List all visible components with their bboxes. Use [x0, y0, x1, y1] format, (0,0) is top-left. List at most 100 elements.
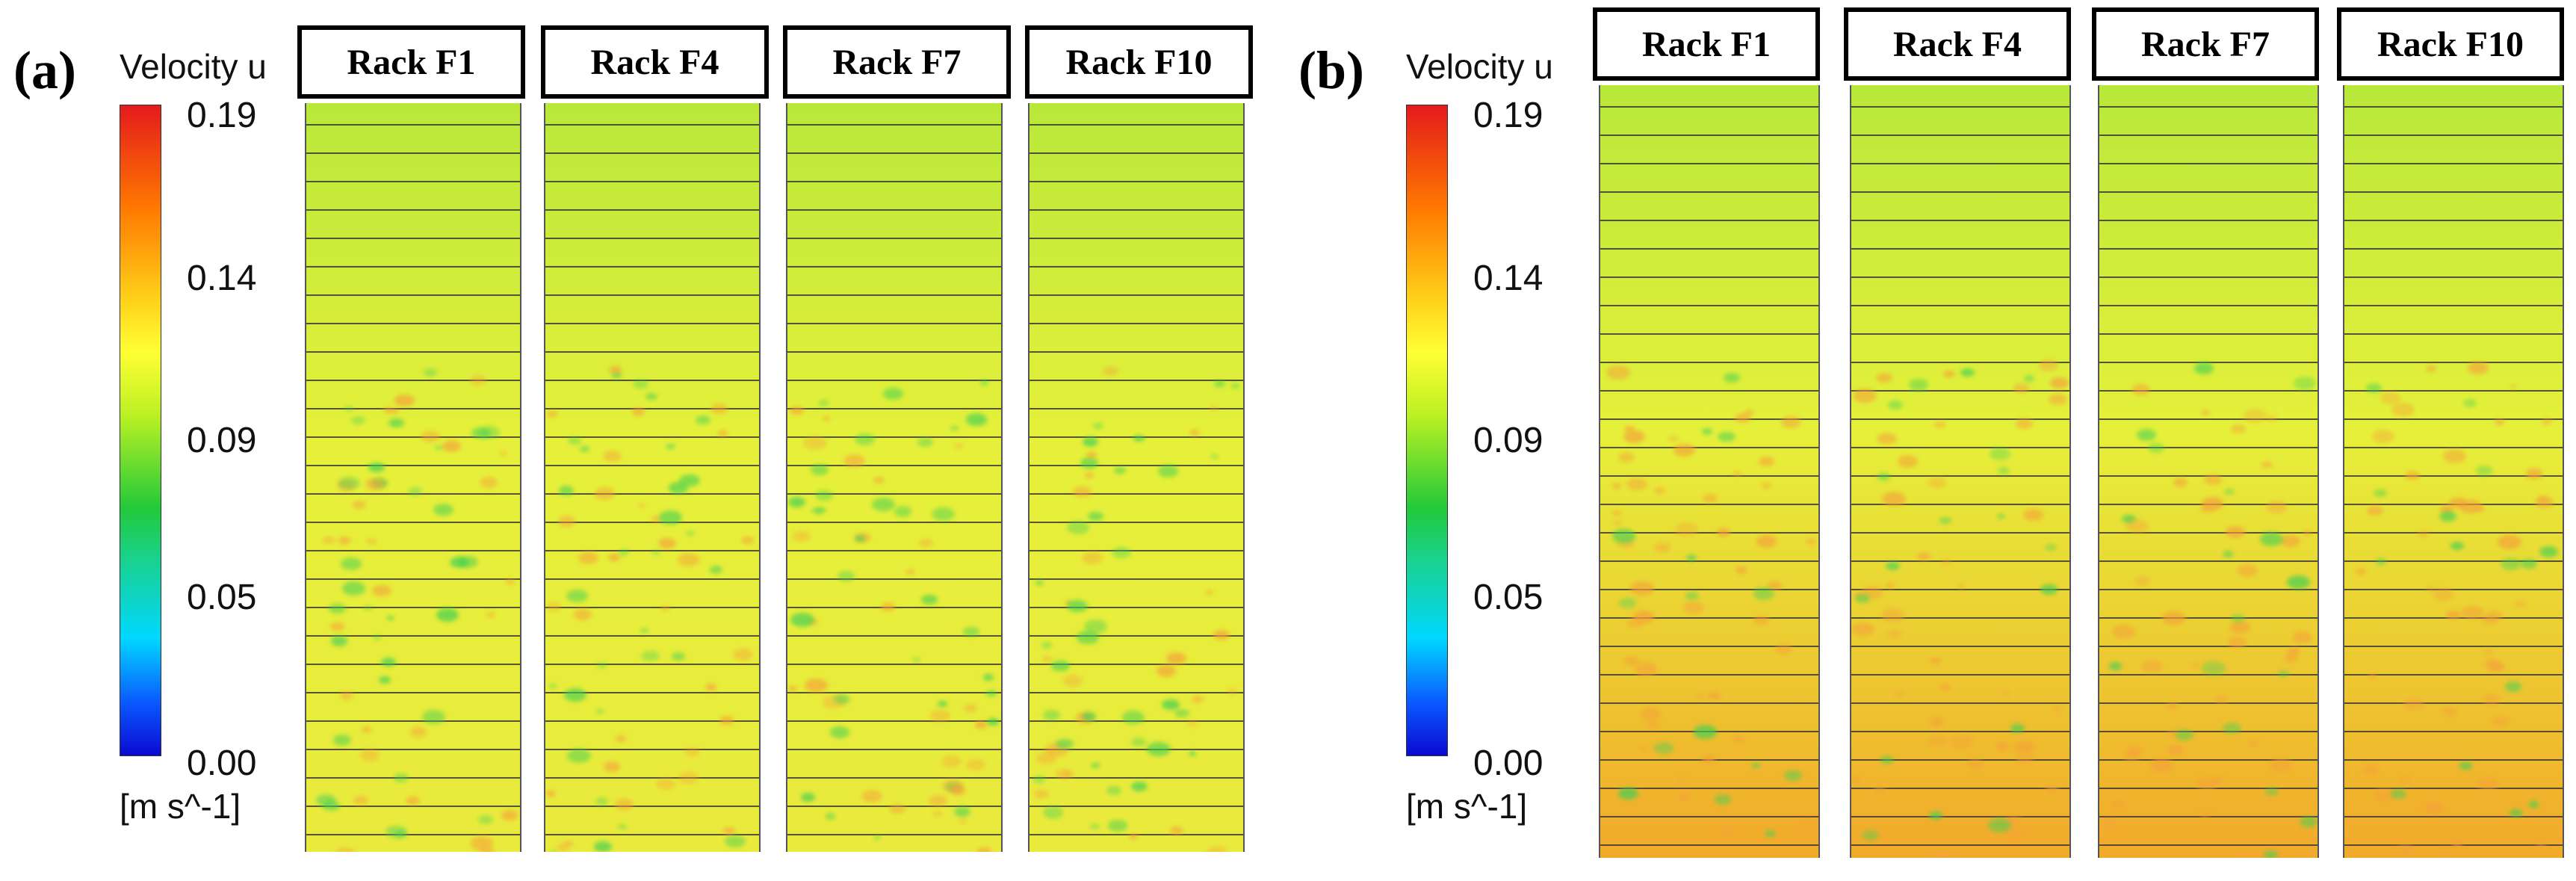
flow-speck — [1654, 542, 1671, 553]
flow-speck — [2200, 812, 2211, 818]
panel-label: (a) — [13, 40, 76, 100]
flow-speck — [912, 657, 921, 663]
flow-speck — [363, 605, 372, 611]
flow-speck — [2014, 741, 2035, 754]
flow-speck — [2439, 510, 2457, 522]
shelf-line — [2099, 646, 2318, 647]
flow-speck — [2222, 722, 2242, 735]
flow-speck — [823, 415, 831, 421]
flow-speck — [1693, 724, 1718, 739]
flow-speck — [964, 704, 977, 712]
flow-speck — [1668, 436, 1679, 442]
shelf-line — [787, 720, 1001, 722]
shelf-line — [1851, 220, 2069, 221]
flow-speck — [1756, 535, 1777, 548]
flow-speck — [2228, 636, 2247, 648]
flow-speck — [1861, 830, 1880, 841]
flow-speck — [2299, 816, 2318, 828]
flow-speck — [2403, 697, 2424, 711]
flow-speck — [1210, 454, 1219, 460]
shelf-line — [1600, 248, 1818, 250]
rack-title: Rack F10 — [2337, 7, 2564, 81]
flow-speck — [381, 657, 397, 667]
flow-speck — [353, 501, 366, 509]
flow-speck — [2449, 497, 2468, 509]
shelf-line — [1600, 674, 1818, 676]
flow-speck — [816, 507, 826, 513]
flow-speck — [2286, 575, 2311, 590]
flow-speck — [953, 443, 964, 449]
flow-speck — [843, 454, 865, 468]
flow-speck — [2049, 377, 2069, 389]
flow-speck — [2261, 461, 2273, 469]
flow-speck — [2489, 662, 2505, 673]
flow-speck — [2126, 745, 2143, 755]
flow-speck — [2439, 847, 2450, 854]
shelf-line — [1600, 532, 1818, 534]
flow-speck — [651, 550, 661, 556]
colorbar-tick: 0.05 — [187, 578, 257, 617]
shelf-line — [787, 408, 1001, 409]
shelf-line — [787, 238, 1001, 239]
flow-speck — [2286, 648, 2300, 657]
flow-speck — [2443, 449, 2467, 463]
shelf-line — [1851, 191, 2069, 193]
flow-speck — [1056, 769, 1072, 779]
shelf-line — [2344, 135, 2563, 136]
shelf-line — [1030, 635, 1243, 637]
flow-speck — [332, 734, 351, 746]
flow-speck — [633, 379, 649, 389]
flow-speck — [2439, 505, 2453, 514]
flow-speck — [1957, 584, 1966, 590]
flow-speck — [338, 537, 351, 545]
flow-speck — [1897, 455, 1918, 468]
flow-speck — [1941, 558, 1952, 565]
flow-speck — [672, 652, 685, 661]
flow-speck — [1091, 762, 1100, 768]
flow-speck — [545, 791, 557, 797]
shelf-line — [2344, 646, 2563, 647]
flow-speck — [1653, 742, 1674, 754]
flow-speck — [725, 835, 746, 848]
flow-speck — [2294, 376, 2317, 390]
flow-speck — [565, 841, 573, 847]
flow-speck — [2226, 526, 2245, 538]
flow-speck — [603, 761, 621, 772]
shelf-line — [545, 181, 759, 182]
shelf-line — [787, 834, 1001, 835]
shelf-line — [1851, 475, 2069, 477]
flow-speck — [881, 603, 896, 612]
flow-speck — [2231, 613, 2246, 623]
flow-speck — [1128, 833, 1138, 839]
shelf-line — [306, 550, 520, 551]
shelf-line — [1600, 418, 1818, 420]
flow-speck — [2259, 532, 2283, 546]
shelf-line — [2344, 106, 2563, 108]
flow-speck — [421, 430, 440, 442]
shelf-line — [306, 380, 520, 381]
flow-speck — [917, 437, 933, 447]
flow-speck — [563, 688, 586, 702]
flow-speck — [578, 551, 599, 564]
shelf-line — [2099, 135, 2318, 136]
flow-speck — [1170, 826, 1183, 835]
flow-speck — [1928, 735, 1948, 747]
flow-speck — [1033, 776, 1046, 784]
flow-speck — [2190, 663, 2199, 669]
flow-speck — [1165, 652, 1186, 664]
colorbar-tick: 0.14 — [1473, 259, 1544, 298]
flow-speck — [1753, 615, 1770, 625]
flow-speck — [928, 795, 947, 807]
flow-speck — [1612, 529, 1635, 543]
shelf-line — [1030, 749, 1243, 750]
flow-speck — [1701, 755, 1715, 763]
colorbar-unit: [m s^-1] — [120, 787, 241, 826]
shelf-line — [1851, 248, 2069, 250]
flow-speck — [435, 445, 443, 450]
flow-speck — [486, 611, 495, 617]
shelf-line — [1851, 589, 2069, 590]
flow-speck — [2166, 702, 2179, 711]
flow-speck — [873, 835, 882, 840]
flow-speck — [1067, 599, 1088, 613]
shelf-line — [2344, 333, 2563, 335]
